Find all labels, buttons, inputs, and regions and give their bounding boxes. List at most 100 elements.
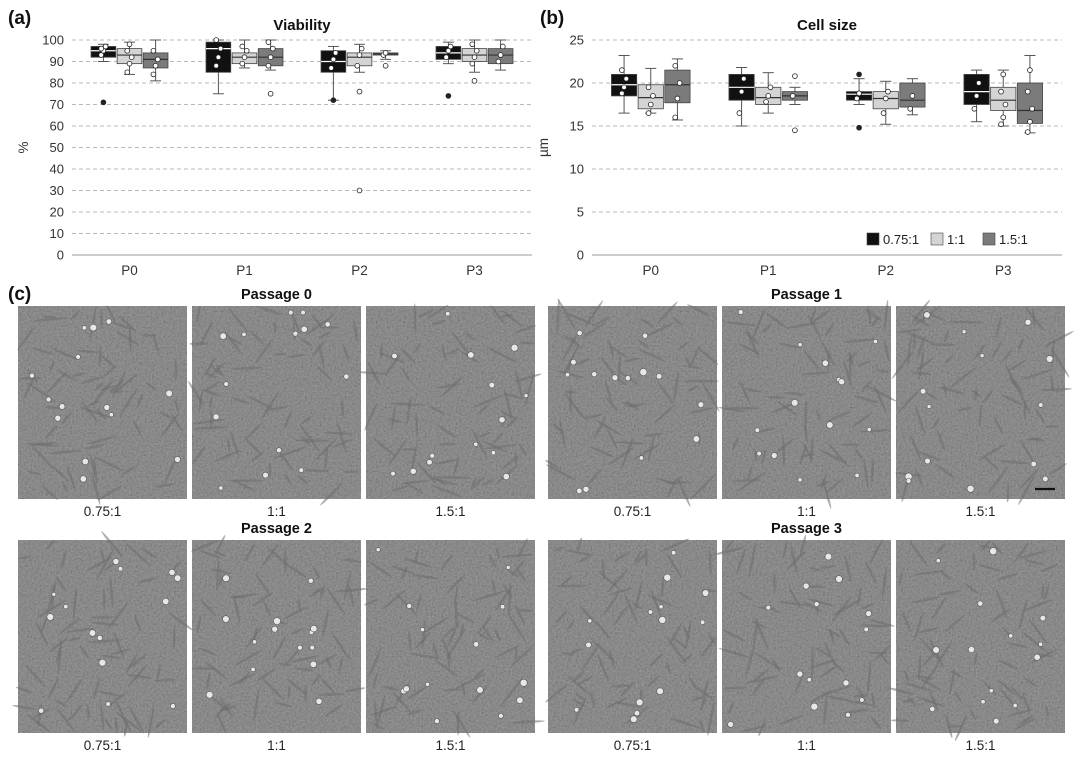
y-tick-label: 30 bbox=[50, 183, 64, 198]
data-point bbox=[265, 39, 272, 45]
round-cell bbox=[633, 710, 641, 717]
cell-shape bbox=[216, 557, 220, 591]
cell-shape bbox=[388, 440, 407, 465]
cell-shape bbox=[50, 347, 79, 360]
cell-shape bbox=[191, 667, 217, 670]
cell-shape bbox=[867, 306, 872, 325]
round-cell bbox=[473, 641, 480, 648]
cell-shape bbox=[324, 446, 328, 470]
cell-shape bbox=[581, 642, 601, 672]
cell-shape bbox=[98, 690, 121, 697]
cell-shape bbox=[447, 348, 461, 355]
round-cell bbox=[658, 616, 667, 624]
cell-shape bbox=[854, 395, 880, 404]
cell-shape bbox=[869, 539, 883, 564]
data-point bbox=[213, 37, 219, 43]
round-cell bbox=[219, 332, 227, 340]
cell-shape bbox=[380, 343, 383, 359]
round-cell bbox=[510, 343, 519, 352]
box-p3-0-75-1 bbox=[435, 41, 462, 99]
cell-shape bbox=[286, 678, 308, 696]
cell-shape bbox=[642, 432, 664, 437]
cell-shape bbox=[228, 479, 264, 482]
micrograph-background bbox=[192, 306, 361, 499]
cell-shape bbox=[167, 612, 194, 631]
data-point bbox=[124, 69, 131, 76]
data-point bbox=[150, 47, 157, 54]
cell-shape bbox=[916, 696, 946, 708]
cell-shape bbox=[773, 571, 776, 595]
cell-shape bbox=[949, 668, 955, 696]
cell-shape bbox=[597, 653, 609, 682]
data-point bbox=[645, 110, 652, 116]
outlier-point bbox=[100, 99, 107, 106]
cell-shape bbox=[79, 406, 112, 418]
cell-shape bbox=[30, 444, 54, 470]
round-cell bbox=[929, 706, 936, 712]
round-cell bbox=[262, 471, 269, 479]
round-cell bbox=[1045, 355, 1054, 363]
data-point bbox=[1002, 101, 1009, 108]
cell-shape bbox=[115, 711, 141, 732]
round-cell bbox=[658, 604, 664, 610]
cell-shape bbox=[947, 725, 962, 728]
cell-shape bbox=[681, 654, 693, 664]
cell-shape bbox=[1018, 475, 1035, 505]
cell-shape bbox=[1006, 483, 1010, 503]
cell-shape bbox=[401, 367, 411, 383]
data-point bbox=[854, 95, 860, 102]
round-cell bbox=[297, 644, 303, 651]
cell-shape bbox=[472, 394, 505, 408]
cell-shape bbox=[59, 618, 80, 634]
cell-shape bbox=[373, 437, 397, 457]
cell-shape bbox=[71, 372, 86, 377]
round-cell bbox=[51, 592, 57, 597]
cell-shape bbox=[1016, 715, 1034, 726]
cell-shape bbox=[437, 442, 456, 446]
round-cell bbox=[1033, 653, 1041, 661]
round-cell bbox=[273, 617, 281, 625]
round-cell bbox=[923, 311, 931, 319]
box-p3-1-1 bbox=[990, 69, 1017, 128]
data-point bbox=[1024, 129, 1031, 135]
cell-shape bbox=[610, 587, 633, 595]
cell-shape bbox=[809, 659, 838, 669]
cell-shape bbox=[861, 602, 875, 610]
cell-shape bbox=[854, 448, 863, 460]
round-cell bbox=[516, 696, 524, 704]
cell-shape bbox=[684, 356, 692, 368]
micrograph-image bbox=[17, 305, 187, 505]
cell-shape bbox=[208, 361, 226, 379]
cell-shape bbox=[348, 584, 355, 607]
round-cell bbox=[656, 687, 664, 695]
cell-shape bbox=[430, 478, 458, 486]
y-tick-label: 40 bbox=[50, 162, 64, 177]
cell-shape bbox=[973, 653, 978, 666]
cell-shape bbox=[677, 478, 691, 507]
cell-shape bbox=[204, 380, 221, 392]
cell-shape bbox=[577, 675, 594, 685]
cell-shape bbox=[595, 317, 610, 325]
y-axis-label: % bbox=[16, 141, 31, 153]
cell-shape bbox=[96, 549, 114, 580]
data-point bbox=[356, 52, 363, 58]
cell-shape bbox=[921, 649, 939, 667]
cell-shape bbox=[55, 576, 67, 592]
cell-shape bbox=[1017, 338, 1024, 352]
round-cell bbox=[488, 381, 495, 389]
box-p1-1-1 bbox=[755, 72, 782, 114]
data-point bbox=[243, 47, 250, 54]
cell-shape bbox=[507, 569, 520, 578]
round-cell bbox=[791, 399, 799, 407]
cell-shape bbox=[584, 413, 604, 420]
cell-shape bbox=[85, 556, 112, 572]
cell-shape bbox=[115, 331, 141, 346]
cell-shape bbox=[17, 326, 35, 351]
cell-shape bbox=[727, 701, 734, 715]
micrograph-image bbox=[12, 531, 194, 738]
round-cell bbox=[993, 717, 1000, 725]
cell-shape bbox=[1040, 388, 1073, 392]
cell-shape bbox=[290, 628, 304, 635]
y-tick-label: 0 bbox=[577, 248, 584, 263]
